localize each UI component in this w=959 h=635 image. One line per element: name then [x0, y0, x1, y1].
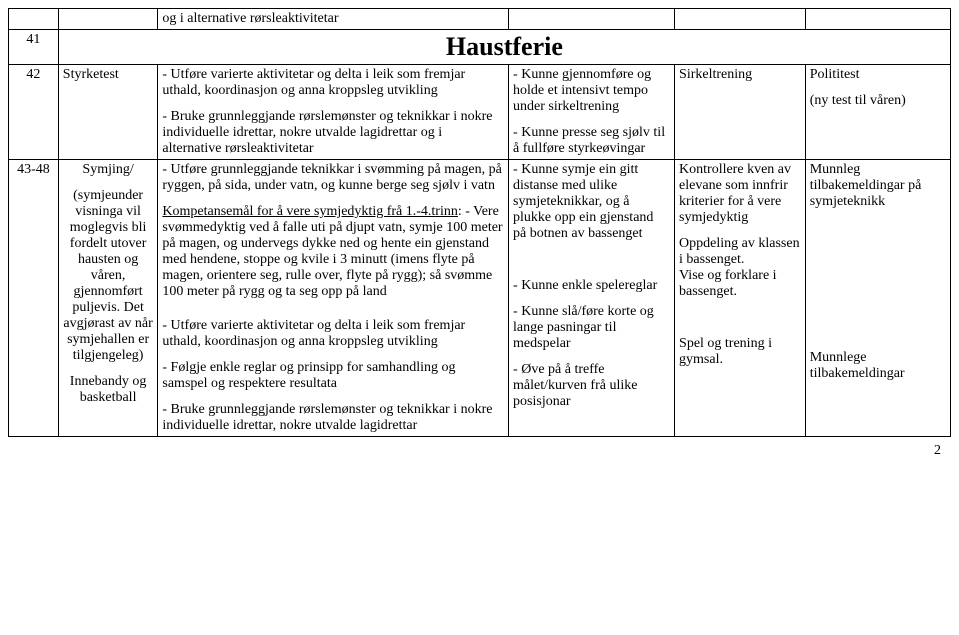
text: (symjeunder visninga vil moglegvis bli f…: [63, 188, 154, 364]
text: - Kunne gjennomføre og holde et intensiv…: [513, 67, 670, 115]
text: - Utføre grunnleggjande teknikkar i svøm…: [162, 162, 504, 194]
cell-assessment: Polititest (ny test til våren): [805, 65, 950, 160]
cell-topic: Symjing/ (symjeunder visninga vil mogleg…: [58, 160, 158, 437]
text: (ny test til våren): [810, 93, 946, 109]
cell-goals: [509, 9, 675, 30]
cell-topic: Styrketest: [58, 65, 158, 160]
text: Kompetansemål for å vere symjedyktig frå…: [162, 204, 504, 300]
cell-competence: - Utføre grunnleggjande teknikkar i svøm…: [158, 160, 509, 437]
text: Polititest: [810, 67, 946, 83]
text: Symjing/: [63, 162, 154, 178]
table-row: 43-48 Symjing/ (symjeunder visninga vil …: [9, 160, 951, 437]
cell-week: [9, 9, 59, 30]
cell-competence: og i alternative rørsleaktivitetar: [158, 9, 509, 30]
text: Innebandy og basketball: [63, 374, 154, 406]
curriculum-table: og i alternative rørsleaktivitetar 41 Ha…: [8, 8, 951, 437]
text: - Kunne slå/føre korte og lange pasninga…: [513, 304, 670, 352]
text: - Kunne enkle spelereglar: [513, 278, 670, 294]
text: - Utføre varierte aktivitetar og delta i…: [162, 67, 504, 99]
text: - Bruke grunnleggjande rørslemønster og …: [162, 109, 504, 157]
cell-goals: - Kunne symje ein gitt distanse med ulik…: [509, 160, 675, 437]
underlined-text: Kompetansemål for å vere symjedyktig frå…: [162, 204, 457, 219]
cell-goals: - Kunne gjennomføre og holde et intensiv…: [509, 65, 675, 160]
cell-week: 41: [9, 30, 59, 65]
table-row: 42 Styrketest - Utføre varierte aktivite…: [9, 65, 951, 160]
cell-method: [675, 9, 806, 30]
cell-week: 43-48: [9, 160, 59, 437]
cell-haustferie-title: Haustferie: [58, 30, 950, 65]
cell-assessment: [805, 9, 950, 30]
table-row-haustferie: 41 Haustferie: [9, 30, 951, 65]
text: Oppdeling av klassen i bassenget. Vise o…: [679, 236, 801, 300]
cell-topic: [58, 9, 158, 30]
cell-method: Sirkeltrening: [675, 65, 806, 160]
table-row: og i alternative rørsleaktivitetar: [9, 9, 951, 30]
cell-assessment: Munnleg tilbakemeldingar på symjeteknikk…: [805, 160, 950, 437]
text: Munnleg tilbakemeldingar på symjeteknikk: [810, 162, 946, 210]
page-number: 2: [8, 437, 951, 459]
text: Kontrollere kven av elevane som innfrir …: [679, 162, 801, 226]
text: - Kunne presse seg sjølv til å fullføre …: [513, 125, 670, 157]
cell-week: 42: [9, 65, 59, 160]
text: - Utføre varierte aktivitetar og delta i…: [162, 318, 504, 350]
text: Spel og trening i gymsal.: [679, 336, 801, 368]
text: - Bruke grunnleggjande rørslemønster og …: [162, 402, 504, 434]
text: Munnlege tilbakemeldingar: [810, 350, 946, 382]
text: - Øve på å treffe målet/kurven frå ulike…: [513, 362, 670, 410]
text: - Kunne symje ein gitt distanse med ulik…: [513, 162, 670, 242]
text: - Følgje enkle reglar og prinsipp for sa…: [162, 360, 504, 392]
cell-competence: - Utføre varierte aktivitetar og delta i…: [158, 65, 509, 160]
cell-method: Kontrollere kven av elevane som innfrir …: [675, 160, 806, 437]
